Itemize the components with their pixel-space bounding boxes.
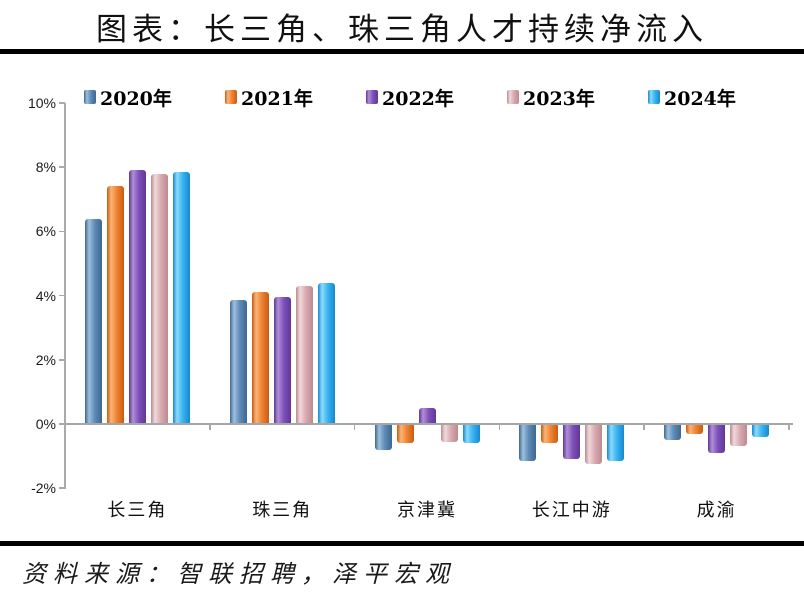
legend-item-2021年: 2021年 bbox=[225, 85, 313, 110]
y-axis-line bbox=[64, 103, 66, 489]
bar-珠三角-2024年 bbox=[317, 282, 335, 424]
source-note: 资料来源：智联招聘，泽平宏观 bbox=[22, 560, 456, 588]
x-tick-mark bbox=[788, 424, 790, 430]
bar-京津冀-2020年 bbox=[374, 424, 392, 450]
y-tick-mark bbox=[59, 294, 65, 297]
bar-珠三角-2020年 bbox=[229, 300, 247, 424]
bar-珠三角-2022年 bbox=[273, 297, 291, 424]
bar-成渝-2020年 bbox=[664, 424, 682, 441]
legend-label: 2022年 bbox=[382, 87, 454, 110]
legend-item-2022年: 2022年 bbox=[366, 85, 454, 110]
legend-swatch-icon bbox=[648, 90, 660, 104]
bar-成渝-2024年 bbox=[752, 424, 770, 437]
legend-swatch-icon bbox=[507, 90, 519, 104]
x-tick-mark bbox=[498, 424, 501, 430]
bar-长江中游-2023年 bbox=[585, 424, 603, 465]
zero-axis-line bbox=[65, 423, 793, 425]
bar-长江中游-2022年 bbox=[563, 424, 581, 460]
bar-长江中游-2024年 bbox=[607, 424, 625, 461]
y-tick-mark bbox=[59, 487, 65, 489]
x-category-label: 成渝 bbox=[696, 500, 737, 521]
bar-成渝-2023年 bbox=[730, 424, 748, 447]
bar-京津冀-2024年 bbox=[462, 424, 480, 444]
x-tick-mark bbox=[353, 424, 356, 430]
bar-京津冀-2021年 bbox=[396, 424, 414, 444]
bar-珠三角-2021年 bbox=[251, 292, 269, 424]
y-tick-mark bbox=[59, 423, 65, 425]
legend-item-2024年: 2024年 bbox=[648, 85, 736, 110]
y-tick-mark bbox=[59, 359, 65, 361]
bar-京津冀-2023年 bbox=[440, 424, 458, 442]
x-category-label: 长江中游 bbox=[531, 500, 612, 521]
chart-title: 图表：长三角、珠三角人才持续净流入 bbox=[96, 12, 708, 48]
legend-swatch-icon bbox=[366, 90, 378, 104]
bar-长三角-2021年 bbox=[106, 186, 124, 424]
title-divider bbox=[0, 49, 804, 54]
legend-swatch-icon bbox=[225, 90, 237, 104]
legend-item-2020年: 2020年 bbox=[84, 85, 172, 110]
legend-swatch-icon bbox=[84, 90, 96, 104]
legend-label: 2020年 bbox=[100, 87, 172, 110]
legend-label: 2021年 bbox=[241, 87, 313, 110]
bar-长三角-2023年 bbox=[150, 173, 168, 424]
x-category-label: 珠三角 bbox=[252, 500, 313, 521]
legend-label: 2024年 bbox=[664, 87, 736, 110]
legend-item-2023年: 2023年 bbox=[507, 85, 595, 110]
bar-长三角-2022年 bbox=[128, 170, 146, 424]
footer-divider bbox=[0, 541, 804, 546]
x-tick-mark bbox=[209, 424, 211, 430]
bar-成渝-2022年 bbox=[708, 424, 726, 453]
bar-长江中游-2020年 bbox=[519, 424, 537, 461]
bar-京津冀-2022年 bbox=[418, 407, 436, 424]
legend-label: 2023年 bbox=[523, 87, 595, 110]
x-tick-mark bbox=[64, 424, 66, 430]
x-category-label: 长三角 bbox=[107, 500, 168, 521]
bar-长三角-2024年 bbox=[172, 172, 190, 424]
y-tick-label: -2% bbox=[31, 480, 56, 497]
x-tick-mark bbox=[643, 424, 645, 430]
y-tick-label: 6% bbox=[35, 223, 56, 240]
bar-成渝-2021年 bbox=[686, 424, 704, 434]
y-tick-label: 10% bbox=[27, 95, 56, 111]
y-tick-label: 2% bbox=[35, 351, 56, 368]
y-tick-mark bbox=[59, 102, 65, 104]
x-category-label: 京津冀 bbox=[397, 500, 457, 521]
y-tick-label: 4% bbox=[35, 287, 56, 304]
y-tick-label: 8% bbox=[35, 159, 56, 176]
bar-长江中游-2021年 bbox=[541, 424, 559, 444]
y-tick-mark bbox=[59, 166, 65, 168]
y-tick-label: 0% bbox=[35, 416, 56, 432]
y-tick-mark bbox=[59, 230, 65, 233]
bar-珠三角-2023年 bbox=[295, 285, 313, 424]
bar-长三角-2020年 bbox=[84, 218, 102, 424]
